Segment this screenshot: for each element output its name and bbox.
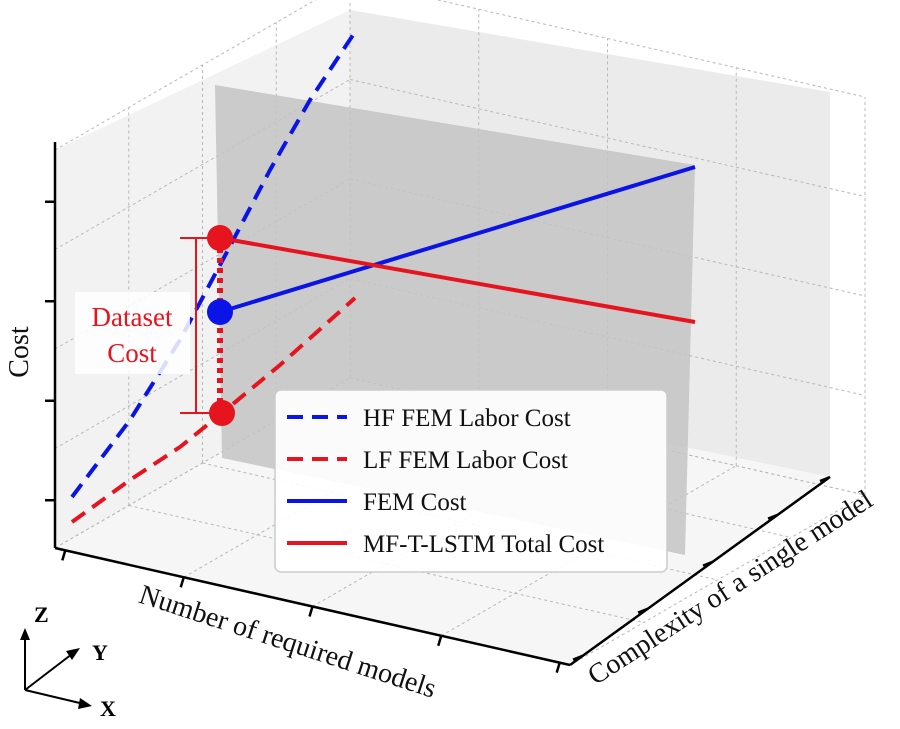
y-axis-line xyxy=(569,475,831,667)
triad-y-label: Y xyxy=(92,640,108,665)
legend-label-1: LF FEM Labor Cost xyxy=(363,447,568,474)
lf-fem-labor-cost-line xyxy=(70,296,357,524)
y-axis-tick xyxy=(572,654,584,661)
legend: HF FEM Labor Cost LF FEM Labor Cost FEM Co… xyxy=(274,389,668,573)
z-axis-label: Cost xyxy=(4,326,35,378)
x-axis-tick xyxy=(437,635,443,647)
legend-label-3: MF-T-LSTM Total Cost xyxy=(363,531,604,558)
grid-line-yz-h xyxy=(54,0,317,151)
grid-line-xz-h xyxy=(435,0,866,98)
dataset-cost-label-line1: Dataset xyxy=(92,302,173,332)
marker-1 xyxy=(207,299,233,325)
fem-cost-line xyxy=(219,165,696,314)
annotation-layer: Dataset Cost xyxy=(75,237,212,414)
y-axis-tick xyxy=(702,560,714,567)
x-axis-tick xyxy=(179,576,185,588)
legend-label-0: HF FEM Labor Cost xyxy=(363,405,571,432)
x-axis-tick xyxy=(308,606,314,617)
y-axis-tick xyxy=(637,607,649,614)
marker-2 xyxy=(209,400,235,426)
grid-line-xz-h xyxy=(349,79,866,197)
marker-0 xyxy=(207,225,233,251)
triad-x-label: X xyxy=(100,696,116,721)
grid-line-floor-x xyxy=(569,494,866,666)
mf-t-lstm-total-cost-line xyxy=(219,236,696,324)
y-axis-tick xyxy=(819,475,831,483)
legend-box xyxy=(274,389,668,573)
chart-axes xyxy=(45,142,831,674)
triad-z-label: Z xyxy=(34,602,49,627)
series-layer xyxy=(70,30,696,524)
dataset-cost-label-line2: Cost xyxy=(107,338,157,368)
x-axis-tick xyxy=(555,662,561,674)
axis-triad: Z Y X xyxy=(20,602,116,721)
x-axis-tick xyxy=(61,549,67,561)
hf-fem-labor-cost-line xyxy=(70,30,357,499)
y-axis-tick xyxy=(767,513,779,520)
legend-label-2: FEM Cost xyxy=(363,489,467,516)
